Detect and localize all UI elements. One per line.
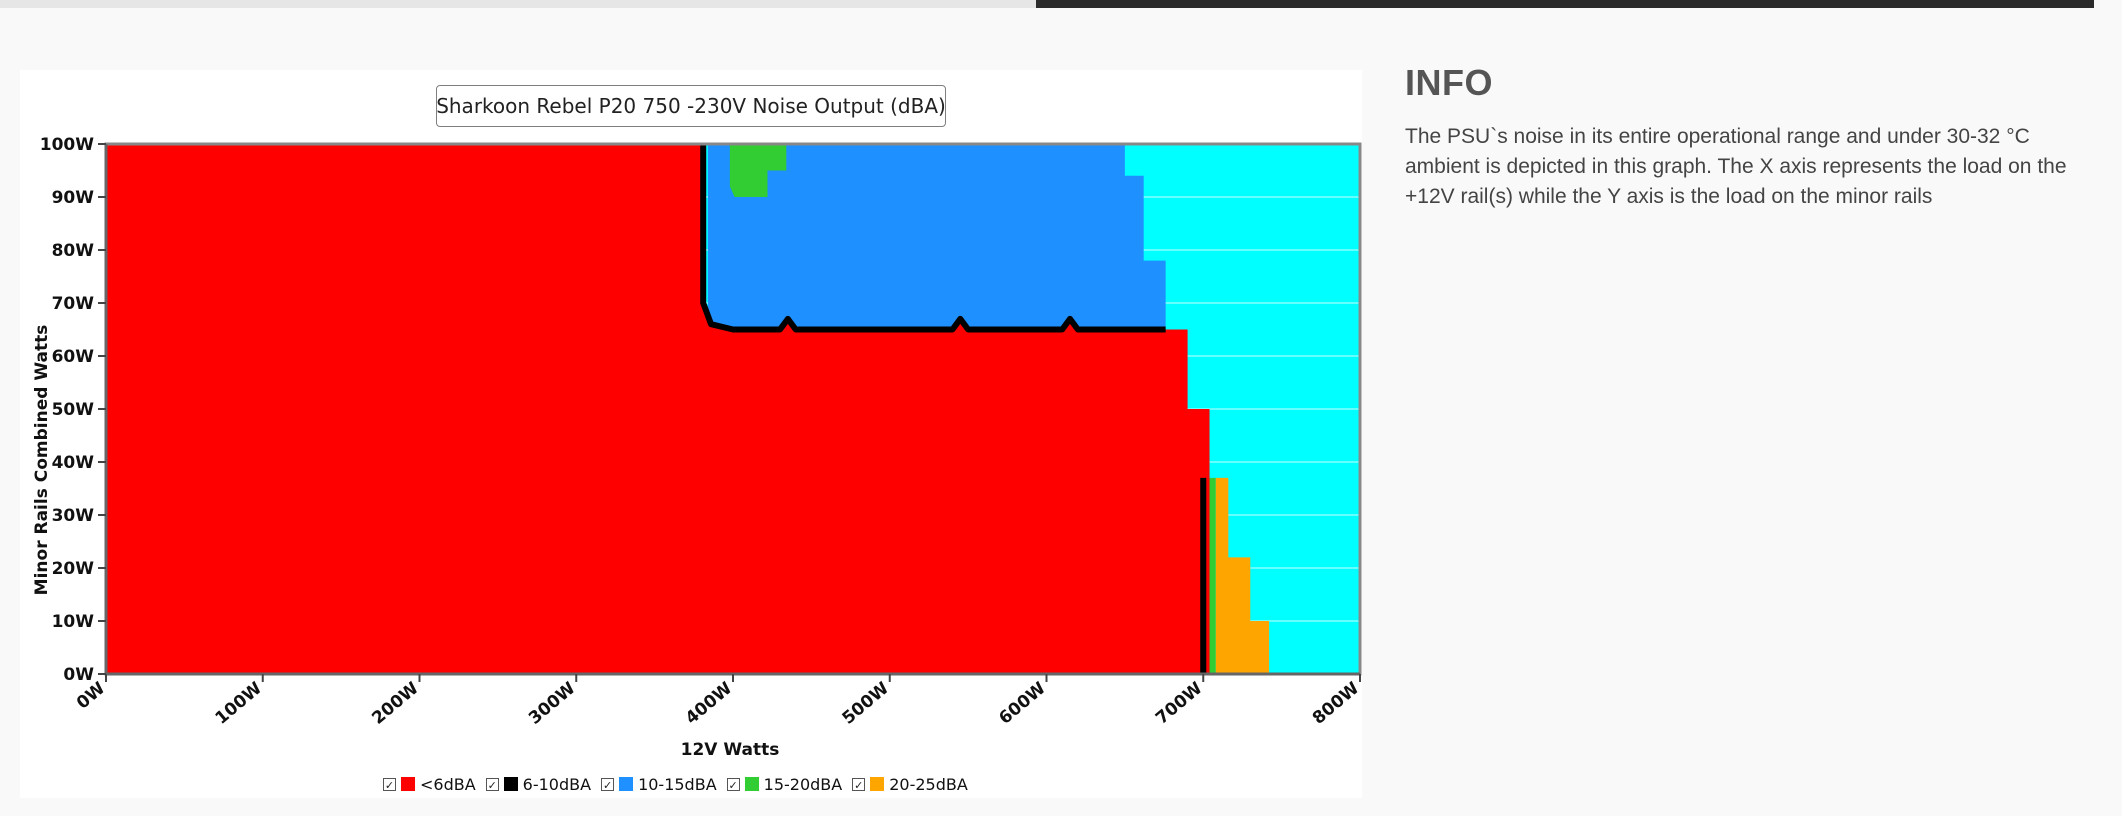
checkbox-icon[interactable]: ✓ — [485, 777, 499, 792]
y-tick-label: 60W — [52, 347, 95, 367]
x-axis-label: 12V Watts — [680, 740, 780, 760]
legend-item-6-10[interactable]: ✓ 6-10dBA — [485, 774, 592, 794]
legend-label: 10-15dBA — [638, 774, 717, 794]
chart-card: 0W 10W 20W 30W 40W 50W 60W 70W 80W 90W 100W 0W 100W 2… — [20, 70, 1362, 798]
chart-title: Sharkoon Rebel P20 750 -230V Noise Outpu… — [436, 85, 946, 127]
checkbox-icon[interactable]: ✓ — [852, 777, 866, 792]
y-tick-label: 20W — [52, 559, 95, 579]
y-axis-label: Minor Rails Combined Watts — [32, 324, 52, 596]
legend-swatch — [870, 777, 885, 791]
y-tick-label: 50W — [52, 400, 95, 420]
top-bar-left — [0, 0, 1036, 8]
x-tick-label: 300W — [525, 678, 580, 728]
region-6dBA-1 — [106, 144, 1210, 674]
y-tick-label: 80W — [52, 241, 95, 261]
y-tick-label: 0W — [63, 665, 94, 685]
legend-swatch — [503, 777, 518, 791]
y-tick-label: 70W — [52, 294, 95, 314]
legend-swatch — [401, 777, 415, 791]
y-tick-label: 10W — [52, 612, 95, 632]
region-2025dBA-6 — [1215, 477, 1270, 674]
checkbox-icon[interactable]: ✓ — [726, 777, 740, 792]
y-tick-label: 100W — [40, 135, 94, 155]
legend-swatch — [619, 777, 634, 791]
y-tick-label: 40W — [52, 453, 95, 473]
legend-item-lt6[interactable]: ✓ <6dBA — [383, 775, 476, 794]
legend-item-10-15[interactable]: ✓ 10-15dBA — [601, 775, 717, 794]
x-tick-label: 100W — [212, 678, 267, 728]
legend-label: <6dBA — [420, 774, 476, 794]
boundary-610dBA-2 — [700, 144, 1166, 333]
x-tick-label: 200W — [368, 678, 423, 728]
region-1520dBA-5 — [1209, 477, 1216, 674]
region-1015dBA-0 — [707, 144, 1166, 330]
info-heading: INFO — [1405, 62, 1493, 103]
legend-label: 15-20dBA — [763, 774, 843, 794]
x-tick-label: 700W — [1152, 678, 1207, 728]
x-tick-label: 800W — [1309, 678, 1362, 728]
checkbox-icon[interactable]: ✓ — [383, 777, 396, 792]
legend-label: 20-25dBA — [889, 774, 968, 794]
x-tick-label: 400W — [682, 678, 737, 728]
x-tick-label: 500W — [839, 678, 894, 728]
top-bar-right — [1036, 0, 2094, 8]
info-description: The PSU`s noise in its entire operationa… — [1405, 125, 2067, 208]
checkbox-icon[interactable]: ✓ — [601, 777, 615, 792]
x-tick-label: 600W — [995, 678, 1050, 728]
region-1520dBA-4 — [729, 144, 787, 197]
legend-item-20-25[interactable]: ✓ 20-25dBA — [852, 775, 968, 794]
y-tick-label: 90W — [52, 188, 95, 208]
legend-swatch — [744, 777, 759, 791]
legend-item-15-20[interactable]: ✓ 15-20dBA — [726, 774, 843, 794]
chart-legend: ✓ <6dBA ✓ 6-10dBA ✓ 10-15dBA ✓ 15-20dBA … — [383, 772, 1023, 796]
legend-label: 6-10dBA — [522, 774, 592, 794]
y-tick-label: 30W — [52, 506, 95, 526]
